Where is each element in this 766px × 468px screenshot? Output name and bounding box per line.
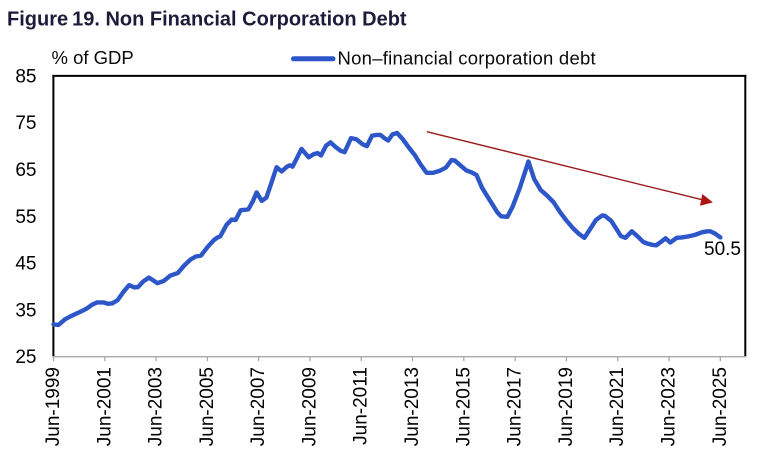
svg-text:Jun-2011: Jun-2011 (351, 367, 372, 445)
svg-text:Figure 19. Non Financial Corpo: Figure 19. Non Financial Corporation Deb… (7, 9, 407, 31)
svg-text:35: 35 (15, 300, 36, 321)
svg-text:Jun-2015: Jun-2015 (453, 367, 474, 446)
svg-text:Non–financial corporation debt: Non–financial corporation debt (338, 48, 596, 69)
svg-text:55: 55 (15, 207, 36, 228)
svg-text:75: 75 (15, 113, 36, 134)
svg-text:Jun-2025: Jun-2025 (710, 367, 731, 446)
svg-text:Jun-2009: Jun-2009 (299, 367, 320, 446)
svg-text:25: 25 (15, 347, 36, 368)
svg-text:Jun-2017: Jun-2017 (505, 367, 526, 446)
svg-text:85: 85 (15, 66, 36, 87)
svg-text:Jun-2023: Jun-2023 (659, 367, 680, 446)
svg-text:% of GDP: % of GDP (52, 47, 134, 68)
svg-text:Jun-2021: Jun-2021 (607, 367, 628, 446)
svg-text:45: 45 (15, 254, 36, 275)
svg-text:Jun-1999: Jun-1999 (43, 367, 64, 446)
svg-text:Jun-2001: Jun-2001 (94, 367, 115, 446)
svg-text:Jun-2007: Jun-2007 (248, 367, 269, 446)
svg-text:Jun-2005: Jun-2005 (197, 367, 218, 446)
svg-text:Jun-2013: Jun-2013 (402, 367, 423, 446)
svg-text:Jun-2019: Jun-2019 (556, 367, 577, 446)
svg-text:65: 65 (15, 160, 36, 181)
svg-text:Jun-2003: Jun-2003 (146, 367, 167, 446)
svg-text:50.5: 50.5 (704, 239, 741, 260)
